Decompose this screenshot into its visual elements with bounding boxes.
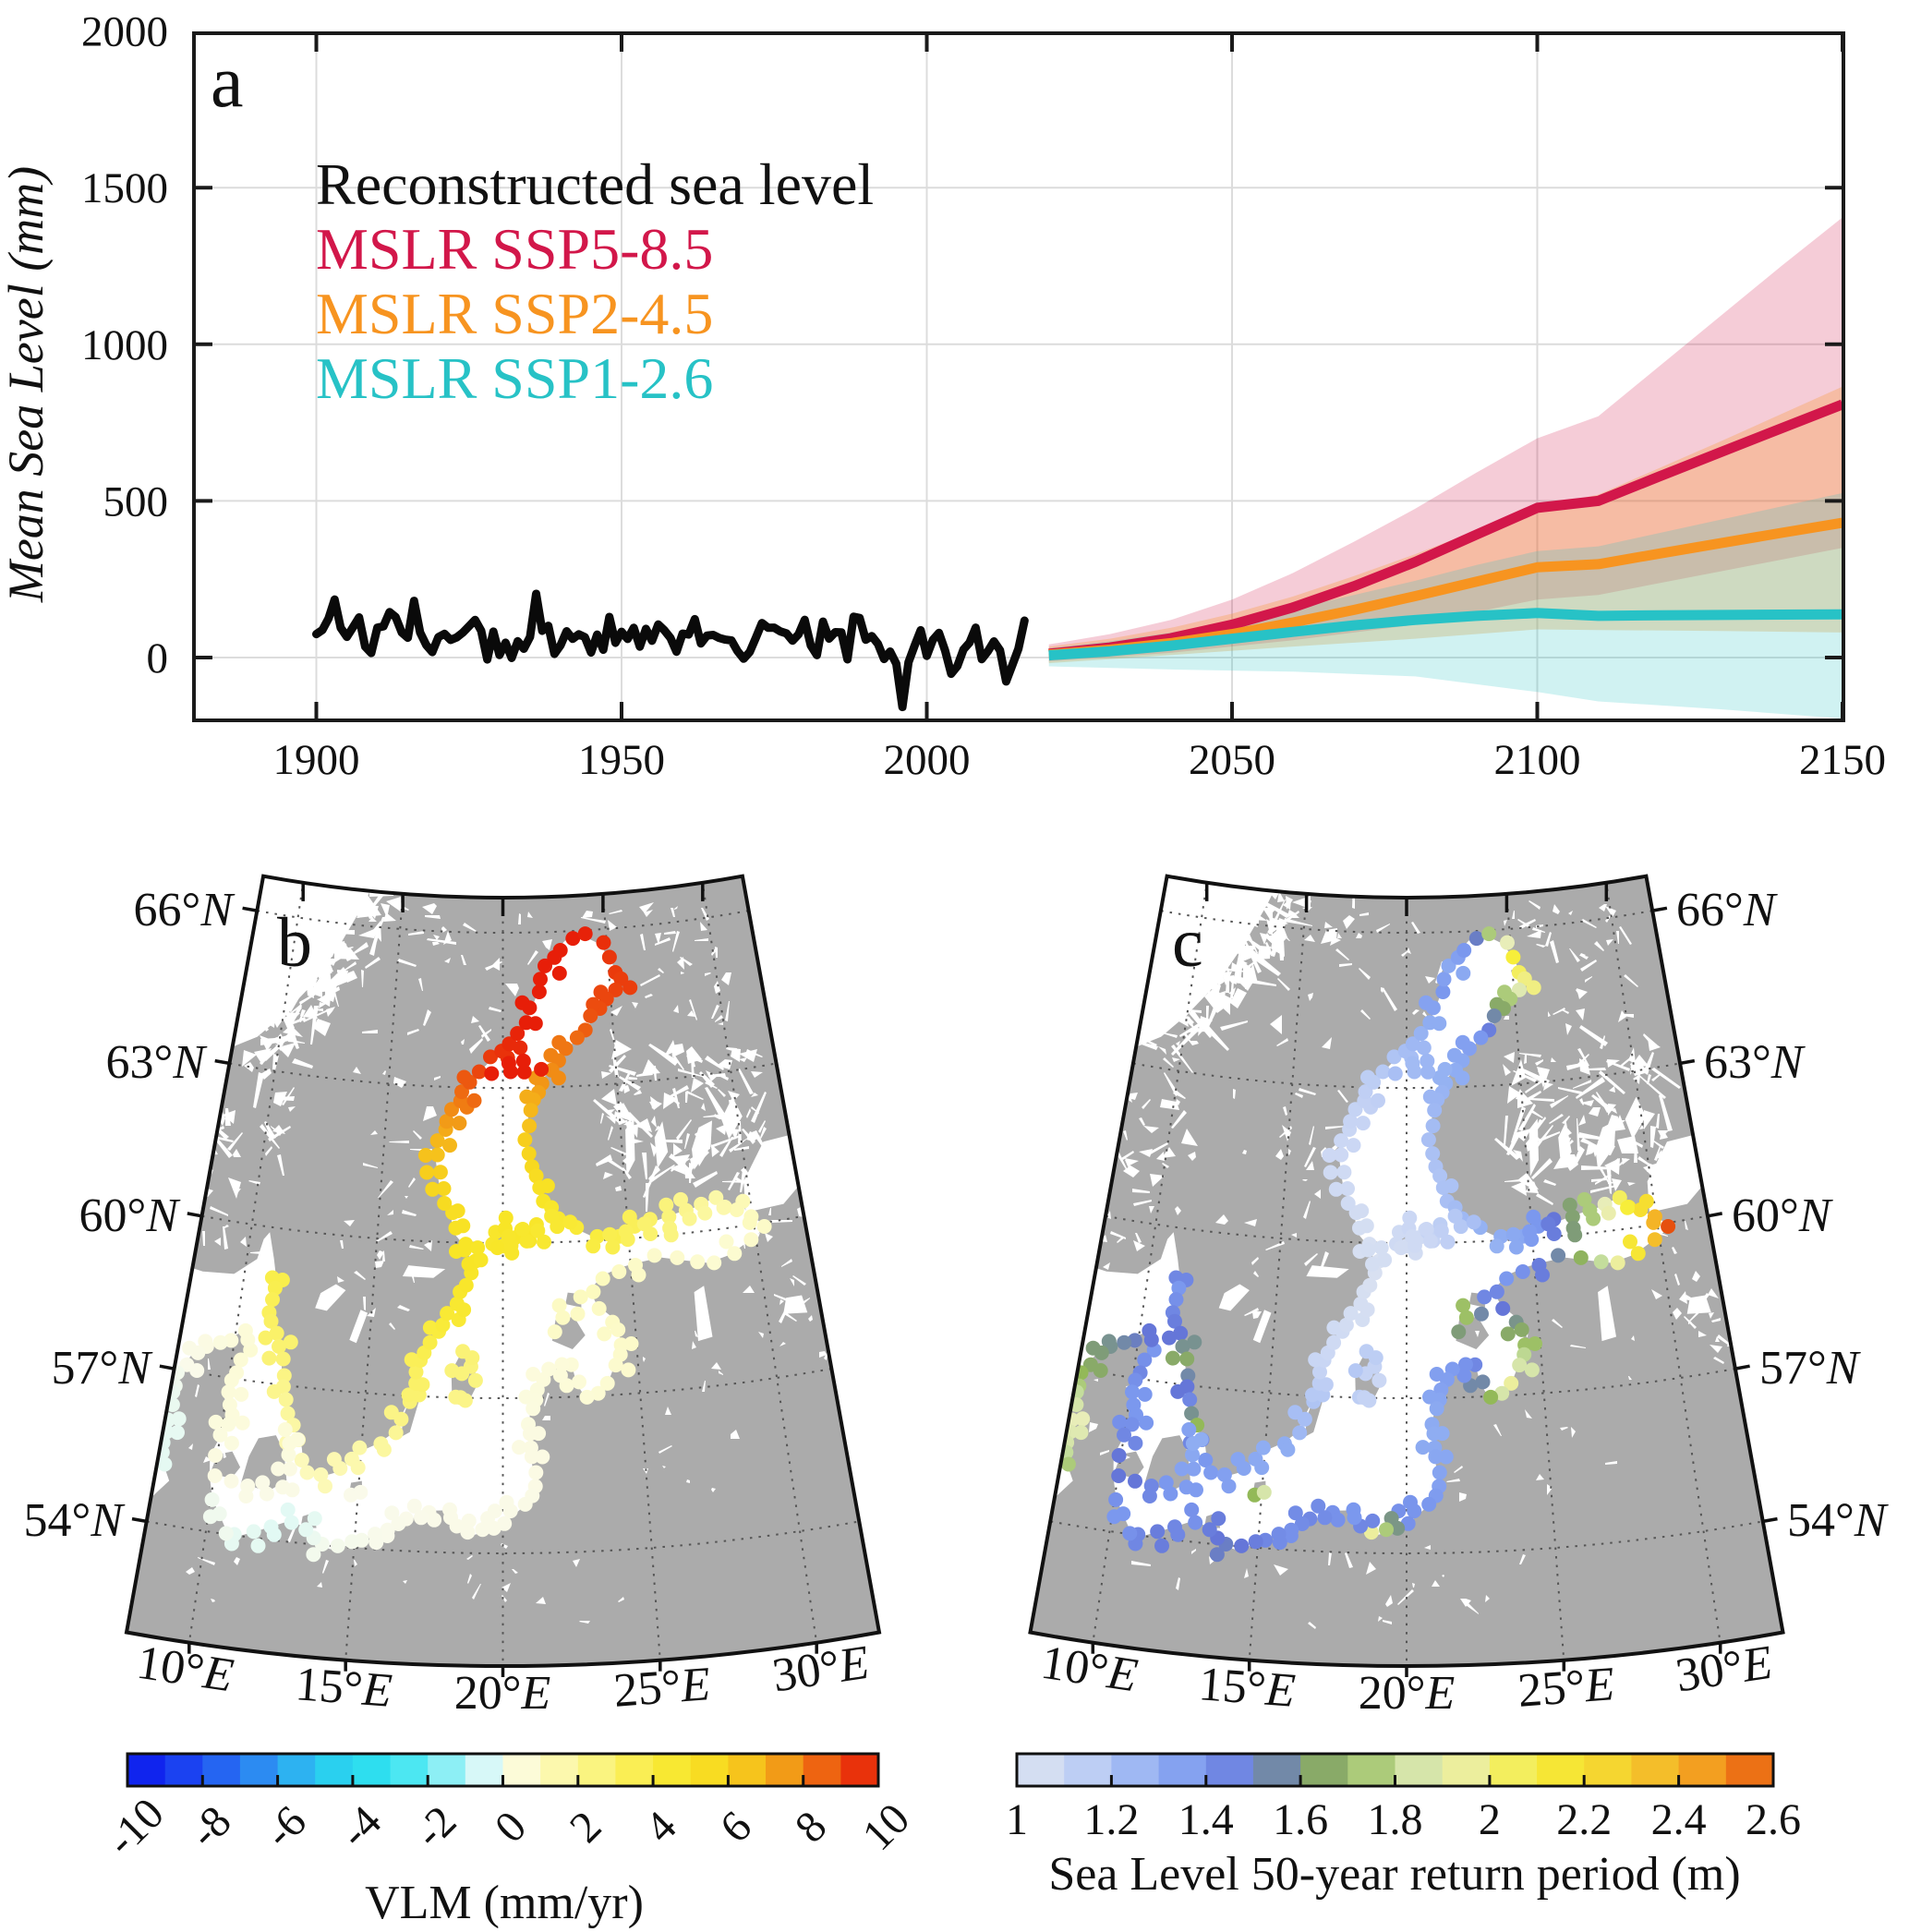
svg-text:2000: 2000 bbox=[884, 736, 971, 784]
svg-text:1950: 1950 bbox=[578, 736, 665, 784]
svg-text:54°N: 54°N bbox=[24, 1494, 127, 1547]
svg-text:63°N: 63°N bbox=[1704, 1036, 1806, 1089]
svg-text:1.4: 1.4 bbox=[1178, 1795, 1234, 1844]
svg-text:VLM (mm/yr): VLM (mm/yr) bbox=[365, 1877, 644, 1929]
svg-text:1500: 1500 bbox=[81, 164, 168, 212]
svg-text:1: 1 bbox=[1006, 1795, 1028, 1844]
svg-text:MSLR SSP1-2.6: MSLR SSP1-2.6 bbox=[316, 345, 713, 411]
svg-text:1.2: 1.2 bbox=[1083, 1795, 1139, 1844]
svg-text:MSLR SSP5-8.5: MSLR SSP5-8.5 bbox=[316, 216, 713, 282]
svg-text:500: 500 bbox=[103, 477, 169, 525]
svg-text:25°E: 25°E bbox=[1516, 1658, 1617, 1718]
svg-text:60°N: 60°N bbox=[79, 1189, 182, 1242]
svg-text:63°N: 63°N bbox=[106, 1036, 209, 1089]
svg-text:1.8: 1.8 bbox=[1368, 1795, 1423, 1844]
svg-text:2.6: 2.6 bbox=[1746, 1795, 1801, 1844]
svg-text:2000: 2000 bbox=[81, 8, 168, 56]
svg-text:57°N: 57°N bbox=[1759, 1342, 1862, 1395]
svg-text:2050: 2050 bbox=[1189, 736, 1275, 784]
svg-text:a: a bbox=[211, 42, 244, 123]
svg-text:2150: 2150 bbox=[1799, 736, 1886, 784]
svg-text:66°N: 66°N bbox=[1676, 884, 1779, 936]
svg-text:0: 0 bbox=[147, 634, 169, 682]
svg-text:2100: 2100 bbox=[1494, 736, 1581, 784]
svg-text:1000: 1000 bbox=[81, 321, 168, 369]
svg-text:Mean Sea Level (mm): Mean Sea Level (mm) bbox=[0, 166, 54, 603]
svg-text:c: c bbox=[1172, 904, 1203, 982]
svg-text:2.2: 2.2 bbox=[1556, 1795, 1612, 1844]
svg-text:1900: 1900 bbox=[273, 736, 360, 784]
svg-text:30°E: 30°E bbox=[1673, 1636, 1776, 1703]
svg-text:Reconstructed sea level: Reconstructed sea level bbox=[316, 151, 874, 217]
svg-text:b: b bbox=[277, 904, 312, 982]
svg-text:20°E: 20°E bbox=[454, 1667, 551, 1720]
svg-text:Sea Level 50-year return perio: Sea Level 50-year return period (m) bbox=[1048, 1848, 1740, 1901]
svg-text:1.6: 1.6 bbox=[1273, 1795, 1328, 1844]
svg-text:MSLR SSP2-4.5: MSLR SSP2-4.5 bbox=[316, 281, 713, 346]
svg-text:20°E: 20°E bbox=[1359, 1667, 1456, 1720]
svg-text:60°N: 60°N bbox=[1732, 1189, 1834, 1242]
svg-text:2: 2 bbox=[1479, 1795, 1501, 1844]
svg-text:2.4: 2.4 bbox=[1651, 1795, 1707, 1844]
svg-text:15°E: 15°E bbox=[294, 1658, 394, 1718]
svg-text:15°E: 15°E bbox=[1197, 1658, 1298, 1718]
svg-text:57°N: 57°N bbox=[52, 1342, 154, 1395]
svg-text:66°N: 66°N bbox=[134, 884, 236, 936]
svg-text:25°E: 25°E bbox=[612, 1658, 713, 1718]
svg-text:54°N: 54°N bbox=[1787, 1494, 1890, 1547]
